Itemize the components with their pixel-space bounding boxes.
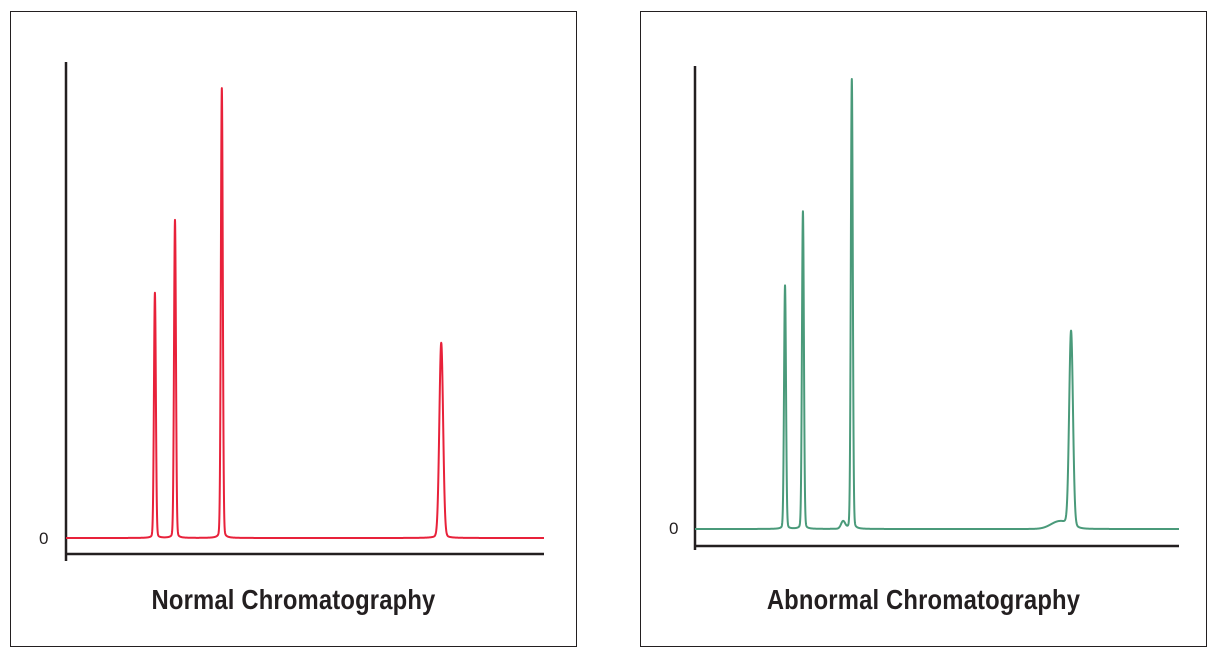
- normal-chart: 0: [39, 62, 545, 561]
- chromatogram-line: [65, 87, 545, 539]
- y-tick-label-zero: 0: [669, 519, 678, 538]
- chart-title: Abnormal Chromatography: [766, 584, 1081, 615]
- normal-chromatography-panel: 0 Normal Chromatography: [10, 11, 577, 647]
- abnormal-chromatography-panel: 0 Abnormal Chromatography: [640, 11, 1207, 647]
- chart-title: Normal Chromatography: [151, 584, 436, 615]
- chromatogram-line: [694, 77, 1180, 530]
- abnormal-chart: 0: [669, 66, 1180, 550]
- y-tick-label-zero: 0: [39, 529, 48, 548]
